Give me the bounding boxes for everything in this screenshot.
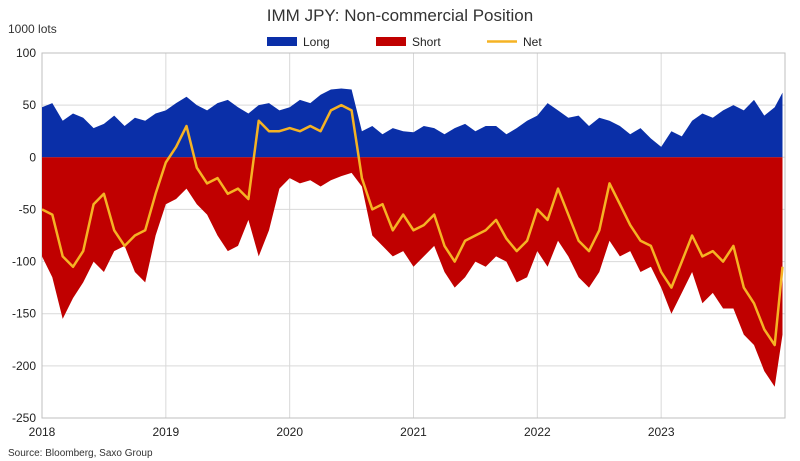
y-tick-label: -250 [12, 411, 36, 425]
y-tick-label: 50 [23, 98, 37, 112]
y-tick-label: -150 [12, 307, 36, 321]
legend-label-net: Net [523, 35, 542, 49]
y-tick-label: -200 [12, 359, 36, 373]
legend-swatch-long [267, 37, 297, 46]
series-net-line [41, 103, 784, 347]
y-axis-unit-label: 1000 lots [8, 22, 57, 36]
plot-area [41, 88, 784, 387]
series-long-area [42, 88, 783, 158]
legend-label-short: Short [412, 35, 441, 49]
x-axis: 2018 2019 2020 2021 2022 2023 [29, 425, 675, 439]
source-note: Source: Bloomberg, Saxo Group [8, 448, 153, 459]
y-tick-label: -100 [12, 255, 36, 269]
series-short-area [42, 157, 783, 387]
legend-label-long: Long [303, 35, 330, 49]
x-tick-label: 2020 [276, 425, 303, 439]
y-tick-label: 100 [16, 46, 36, 60]
chart-title: IMM JPY: Non-commercial Position [267, 6, 533, 25]
legend: Long Short Net [267, 35, 542, 49]
y-axis: 100 50 0 -50 -100 -150 -200 -250 [12, 46, 36, 425]
x-tick-label: 2022 [524, 425, 551, 439]
y-tick-label: -50 [19, 202, 37, 216]
x-tick-label: 2019 [152, 425, 179, 439]
legend-swatch-short [376, 37, 406, 46]
x-tick-label: 2018 [29, 425, 56, 439]
x-tick-label: 2021 [400, 425, 427, 439]
y-tick-label: 0 [29, 150, 36, 164]
x-tick-label: 2023 [648, 425, 675, 439]
